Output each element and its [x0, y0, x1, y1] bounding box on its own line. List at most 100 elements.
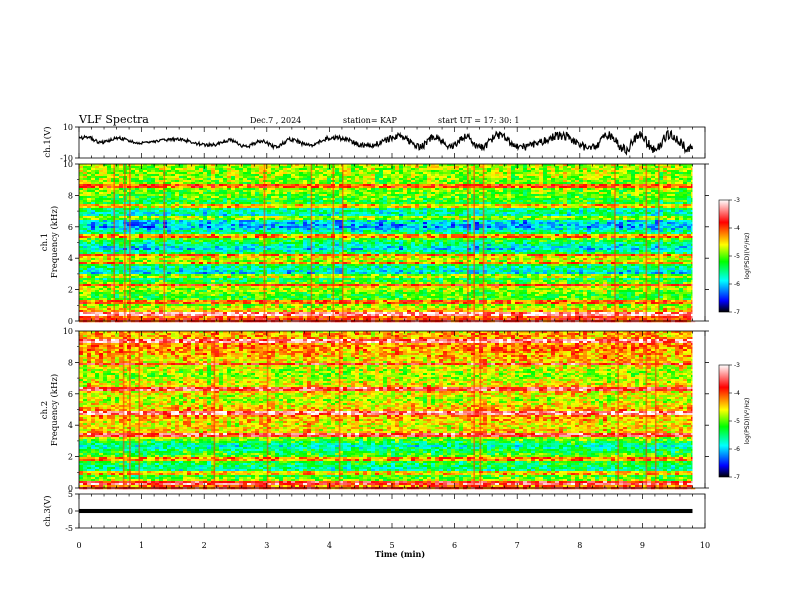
ch1-spectrogram-cell [251, 192, 256, 195]
ch1-spectrogram-cell [391, 222, 396, 225]
ch1-spectrogram-cell [327, 224, 332, 227]
ch1-spectrogram-cell [615, 186, 620, 189]
ch1-spectrogram-cell [91, 184, 96, 187]
ch1-spectrogram-cell [259, 184, 264, 187]
ch1-spectrogram-cell [407, 186, 412, 189]
ch1-spectrogram-cell [147, 192, 152, 195]
ch1-spectrogram-cell [299, 174, 304, 177]
ch1-spectrogram-cell [567, 166, 572, 169]
ch1-spectrogram-cell [215, 208, 220, 211]
ch1-spectrogram-cell [471, 180, 476, 183]
ch1-spectrogram-cell [579, 192, 584, 195]
ch1-spectrogram-cell [591, 194, 596, 197]
ch1-spectrogram-cell [235, 188, 240, 191]
ch1-spectrogram-cell [383, 224, 388, 227]
ch1-spectrogram-cell [359, 224, 364, 227]
ch1-spectrogram-cell [255, 224, 260, 227]
ch1-spectrogram-cell [167, 194, 172, 197]
ch1-spectrogram-cell [187, 196, 192, 199]
ch1-spectrogram-cell [447, 200, 452, 203]
ch1-spectrogram-cell [663, 174, 668, 177]
ch1-spectrogram-cell [91, 168, 96, 171]
ch1-spectrogram-cell [191, 200, 196, 203]
ch1-spectrogram-cell [491, 192, 496, 195]
ch1-spectrogram-cell [627, 164, 632, 167]
ch1-spectrogram-cell [351, 226, 356, 229]
ch1-spectrogram-cell [315, 192, 320, 195]
ch1-spectrogram-cell [311, 218, 316, 221]
ch1-spectrogram-cell [363, 190, 368, 193]
ch1-spectrogram-cell [407, 210, 412, 213]
ch1-spectrogram-cell [671, 224, 676, 227]
ch1-spectrogram-cell [431, 188, 436, 191]
ch1-spectrogram-cell [463, 216, 468, 219]
ch1-spectrogram-cell [647, 214, 652, 217]
ch1-spectrogram-cell [523, 206, 528, 209]
ch1-spectrogram-cell [411, 208, 416, 211]
ch1-spectrogram-cell [555, 206, 560, 209]
ch1-spectrogram-cell [499, 176, 504, 179]
ch1-spectrogram-cell [407, 178, 412, 181]
ch1-spectrogram-cell [527, 176, 532, 179]
ch1-spectrogram-cell [675, 210, 680, 213]
ch1-spectrogram-cell [511, 196, 516, 199]
ch1-spectrogram-cell [571, 188, 576, 191]
ch1-spectrogram-cell [531, 188, 536, 191]
ch1-spectrogram-cell [339, 170, 344, 173]
ch1-spectrogram-cell [275, 216, 280, 219]
ch1-spectrogram-cell [603, 216, 608, 219]
ch1-spectrogram-cell [415, 184, 420, 187]
ch1-spectrogram-cell [527, 166, 532, 169]
ch1-spectrogram-cell [499, 170, 504, 173]
ch1-spectrogram-cell [527, 210, 532, 213]
ch1-spectrogram-cell [239, 224, 244, 227]
ch1-spectrogram-cell [603, 178, 608, 181]
ch1-spectrogram-cell [675, 190, 680, 193]
ch1-spectrogram-cell [347, 178, 352, 181]
ch1-spectrogram-cell [687, 164, 692, 167]
ch1-spectrogram-cell [79, 224, 84, 227]
ch1-spectrogram-cell [611, 170, 616, 173]
ch1-spectrogram-cell [299, 190, 304, 193]
ch1-spectrogram-cell [599, 174, 604, 177]
ch1-spectrogram-cell [479, 224, 484, 227]
ch1-spectrogram-cell [451, 226, 456, 229]
ch1-spectrogram-cell [527, 216, 532, 219]
ch1-spectrogram-cell [459, 202, 464, 205]
ch1-spectrogram-cell [655, 186, 660, 189]
ch1-spectrogram-cell [419, 222, 424, 225]
ch1-spectrogram-cell [419, 218, 424, 221]
ch1-spectrogram-cell [151, 194, 156, 197]
ch1-spectrogram-cell [491, 166, 496, 169]
ch1-spectrogram-cell [583, 178, 588, 181]
ch1-spectrogram-cell [251, 202, 256, 205]
ch1-spectrogram-cell [491, 186, 496, 189]
ch1-spectrogram-cell [315, 188, 320, 191]
ch1-spectrogram-cell [323, 174, 328, 177]
ch1-spectrogram-cell [607, 194, 612, 197]
ch1-spectrogram-cell [551, 198, 556, 201]
ch1-spectrogram-cell [643, 210, 648, 213]
ch1-spectrogram-cell [571, 192, 576, 195]
ch1-spectrogram-cell [227, 190, 232, 193]
ch1-spectrogram-cell [563, 194, 568, 197]
ch1-spectrogram-cell [287, 220, 292, 223]
ch1-spectrogram-cell [151, 180, 156, 183]
ch1-spectrogram-cell [487, 202, 492, 205]
ch1-spectrogram-cell [663, 210, 668, 213]
ch1-spectrogram-cell [495, 220, 500, 223]
ch1-spectrogram-cell [667, 192, 672, 195]
ch1-spectrogram-cell [79, 222, 84, 225]
ch1-spectrogram-cell [83, 186, 88, 189]
ch1-spectrogram-cell [371, 212, 376, 215]
ch1-spectrogram-cell [139, 170, 144, 173]
ch1-spectrogram-cell [195, 228, 200, 231]
ch1-spectrogram-cell [651, 194, 656, 197]
ch1-spectrogram-cell [503, 178, 508, 181]
ch1-spectrogram-cell [183, 176, 188, 179]
ch1-spectrogram-cell [207, 192, 212, 195]
ch1-spectrogram-cell [259, 214, 264, 217]
ch1-spectrogram-cell [515, 216, 520, 219]
ch1-spectrogram-cell [671, 168, 676, 171]
ch1-spectrogram-cell [415, 178, 420, 181]
